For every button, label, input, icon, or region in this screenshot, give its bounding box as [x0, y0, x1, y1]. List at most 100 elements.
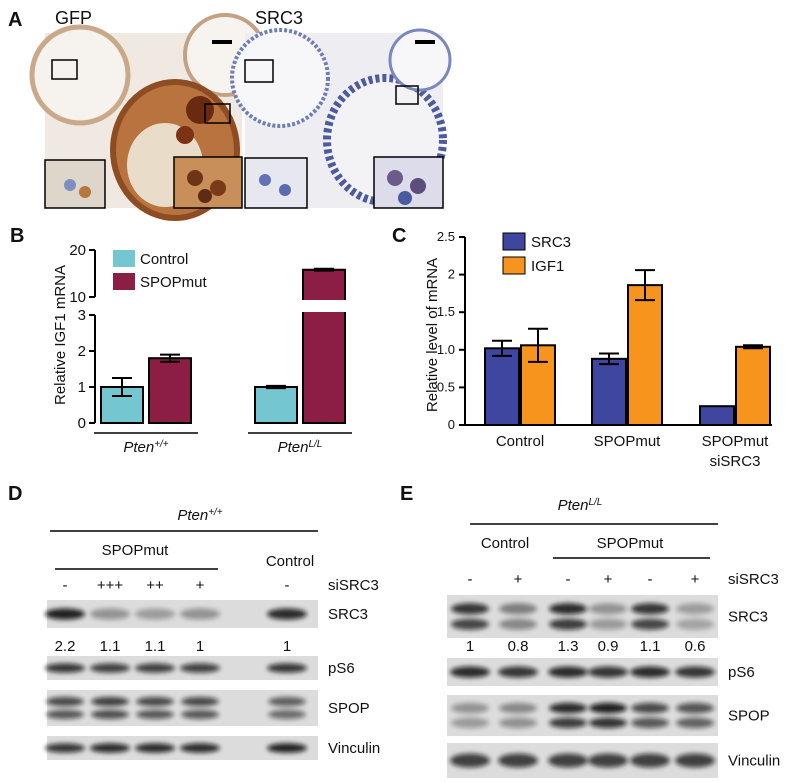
blot-band — [499, 603, 537, 615]
x-tick-label: SPOPmut — [593, 433, 661, 450]
y-axis-title: Relative IGF1 mRNA — [52, 265, 69, 405]
lane-label: +++ — [97, 577, 124, 594]
blot-band — [450, 753, 490, 768]
lane-label: + — [691, 571, 700, 588]
lane-label: + — [514, 571, 523, 588]
blot-band — [589, 603, 627, 615]
row-label: pS6 — [728, 664, 755, 681]
blot-band — [676, 618, 714, 630]
bar — [254, 386, 298, 424]
blot-band — [498, 666, 538, 678]
y-tick-label: 20 — [69, 242, 86, 259]
blot-band — [90, 743, 130, 753]
blot-strip — [47, 690, 318, 726]
genotype-label-sup: +/+ — [208, 507, 223, 518]
blot-band — [451, 618, 489, 630]
blot-band — [631, 717, 669, 729]
blot-band — [548, 753, 588, 768]
row-label: SPOP — [328, 700, 370, 717]
y-tick-label: 1.5 — [437, 304, 455, 319]
blot-band — [90, 663, 130, 673]
quant-label: 1 — [283, 638, 291, 655]
blot-strip — [447, 695, 718, 736]
group-label: Control — [266, 553, 314, 570]
quant-label: 1.1 — [640, 638, 661, 655]
blot-band — [549, 603, 587, 615]
y-tick-label: 3 — [78, 307, 86, 324]
blot-band — [135, 608, 175, 620]
y-tick-label: 10 — [69, 289, 86, 306]
blot-band — [499, 717, 537, 729]
y-tick-label: 0 — [78, 415, 86, 432]
blot-band — [267, 663, 307, 673]
lane-label: + — [196, 577, 205, 594]
lane-label: - — [63, 577, 68, 594]
group-label: SPOPmut — [102, 542, 170, 559]
group-label-sup: +/+ — [154, 439, 169, 450]
blot-band — [268, 696, 306, 707]
row-label: SPOP — [728, 708, 770, 725]
panel-letter: D — [8, 483, 22, 505]
legend-label: IGF1 — [531, 258, 564, 275]
blot-band — [45, 743, 85, 753]
blot-band — [589, 618, 627, 630]
blot-band — [181, 709, 219, 720]
blot-band — [451, 603, 489, 615]
blot-band — [676, 603, 714, 615]
blot-band — [180, 663, 220, 673]
treatment-label: siSRC3 — [328, 577, 379, 594]
quant-label: 0.8 — [508, 638, 529, 655]
quant-label: 1.1 — [145, 638, 166, 655]
y-tick-label: 1 — [78, 379, 86, 396]
blot-band — [499, 618, 537, 630]
lane-label: - — [285, 577, 290, 594]
blot-band — [267, 743, 307, 753]
x-tick-label: SPOPmut siSRC3 — [701, 433, 769, 470]
blot-band — [631, 618, 669, 630]
genotype-label-base: Pten — [177, 507, 208, 524]
group-label: PtenL/L — [278, 439, 323, 457]
row-label: Vinculin — [728, 753, 780, 770]
image-title: GFP — [55, 8, 92, 28]
blot-band — [451, 717, 489, 729]
blot-band — [549, 717, 587, 729]
blot-band — [46, 696, 84, 707]
lane-label: - — [648, 571, 653, 588]
legend-swatch — [113, 273, 135, 290]
blot-band — [675, 753, 715, 768]
panel-letter: B — [10, 225, 24, 247]
quant-label: 0.9 — [598, 638, 619, 655]
x-tick-label: Control — [495, 433, 545, 450]
blot-band — [181, 696, 219, 707]
bar — [699, 405, 735, 427]
quant-label: 1.3 — [558, 638, 579, 655]
blot-band — [498, 753, 538, 768]
blot-band — [90, 608, 130, 620]
blot-band — [630, 666, 670, 678]
genotype-label-sup: L/L — [588, 497, 602, 508]
bar — [484, 347, 520, 426]
group-label-base: Pten — [278, 439, 309, 456]
lane-label: ++ — [146, 577, 164, 594]
row-label: pS6 — [328, 660, 355, 677]
blot-band — [91, 709, 129, 720]
blot-band — [630, 753, 670, 768]
genotype-label: Pten+/+ — [177, 507, 222, 525]
lane-label: + — [604, 571, 613, 588]
blot-band — [588, 753, 628, 768]
panel-letter: E — [400, 483, 413, 505]
blot-band — [136, 709, 174, 720]
y-tick-label: 0.5 — [437, 379, 455, 394]
genotype-label-base: Pten — [558, 497, 589, 514]
genotype-label: PtenL/L — [558, 497, 603, 515]
micrograph-src3 — [230, 28, 452, 209]
blot-band — [91, 696, 129, 707]
legend-label: SPOPmut — [140, 274, 208, 291]
group-label-base: Pten — [123, 439, 154, 456]
row-label: Vinculin — [328, 740, 380, 757]
blot-band — [589, 717, 627, 729]
blot-band — [180, 608, 220, 620]
panel-letter: A — [8, 9, 22, 31]
bar — [302, 268, 346, 424]
